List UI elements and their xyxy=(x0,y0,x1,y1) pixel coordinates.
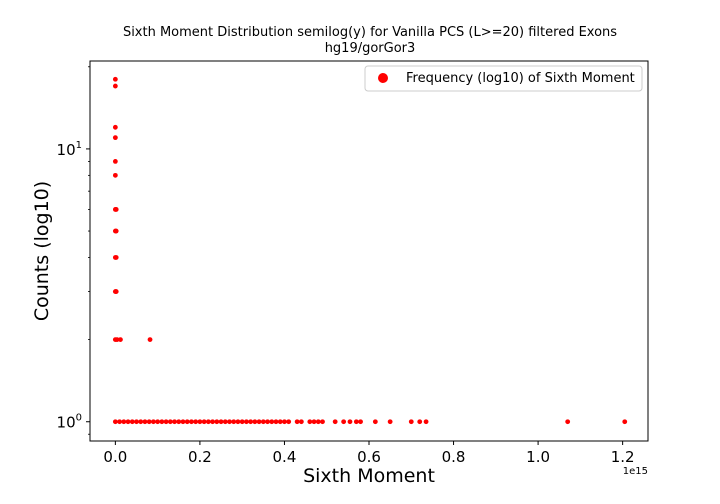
data-point xyxy=(112,83,118,89)
x-tick-label: 0.0 xyxy=(103,448,127,466)
x-tick-label: 1.2 xyxy=(611,448,635,466)
data-point xyxy=(423,419,429,425)
data-point xyxy=(121,419,127,425)
plot-frame xyxy=(89,60,649,442)
data-point xyxy=(372,419,378,425)
data-point xyxy=(189,419,194,425)
chart-subtitle: hg19/gorGor3 xyxy=(324,41,416,56)
data-point xyxy=(113,207,119,212)
data-point xyxy=(113,228,119,234)
data-point xyxy=(159,419,165,425)
legend-marker xyxy=(378,73,388,83)
data-point xyxy=(408,419,414,425)
data-point xyxy=(197,419,203,425)
data-point xyxy=(244,419,249,425)
chart-title: Sixth Moment Distribution semilog(y) for… xyxy=(122,25,618,40)
legend: Frequency (log10) of Sixth Moment xyxy=(364,65,643,92)
data-point xyxy=(252,419,258,425)
data-point xyxy=(117,419,122,425)
y-tick-label: 100 xyxy=(57,413,82,432)
x-tick-label: 0.4 xyxy=(273,448,297,466)
legend-box xyxy=(364,65,643,92)
data-point xyxy=(347,419,353,425)
x-tick-label: 0.2 xyxy=(188,448,212,466)
data-point xyxy=(180,419,186,425)
data-point xyxy=(114,337,120,343)
data-point xyxy=(112,124,118,130)
data-point xyxy=(134,419,139,425)
data-point xyxy=(273,419,279,425)
data-point xyxy=(125,419,131,425)
data-point xyxy=(129,419,135,425)
data-point xyxy=(260,419,266,425)
data-point xyxy=(248,419,254,425)
data-point xyxy=(341,419,347,425)
data-point xyxy=(112,159,118,164)
data-point xyxy=(167,419,173,425)
x-tick-label: 1.0 xyxy=(526,448,550,466)
data-point xyxy=(218,419,224,425)
data-point xyxy=(112,76,118,82)
data-point xyxy=(205,419,211,425)
data-point xyxy=(387,419,393,425)
data-point xyxy=(214,419,220,425)
data-point xyxy=(332,419,338,425)
data-point xyxy=(565,419,571,425)
data-point xyxy=(265,419,270,425)
data-point xyxy=(112,419,118,425)
data-point xyxy=(184,419,190,425)
data-point xyxy=(142,419,148,425)
y-tick-label: 101 xyxy=(57,140,82,159)
data-point xyxy=(358,419,363,425)
data-point xyxy=(138,419,144,425)
y-axis-ticks: 100 101 xyxy=(57,66,90,435)
data-point xyxy=(227,419,232,425)
data-point xyxy=(172,419,177,425)
data-point xyxy=(311,419,317,425)
data-point xyxy=(163,419,169,425)
data-point xyxy=(112,135,118,141)
data-point xyxy=(320,419,325,425)
data-point xyxy=(176,419,182,425)
data-point xyxy=(235,419,241,425)
x-tick-label: 0.6 xyxy=(357,448,381,466)
data-point xyxy=(155,419,161,425)
data-point xyxy=(417,419,423,425)
data-point xyxy=(231,419,237,425)
data-points xyxy=(112,76,628,425)
legend-label: Frequency (log10) of Sixth Moment xyxy=(406,71,635,86)
data-point xyxy=(353,419,359,425)
data-point xyxy=(307,419,313,425)
data-point xyxy=(298,419,304,425)
data-point xyxy=(113,289,119,294)
data-point xyxy=(269,419,275,425)
data-point xyxy=(286,419,292,425)
data-point xyxy=(294,419,300,425)
data-point xyxy=(193,419,199,425)
x-axis-offset-label: 1e15 xyxy=(623,466,648,477)
data-point xyxy=(315,419,321,425)
data-point xyxy=(118,337,123,343)
data-point xyxy=(622,419,628,425)
data-point xyxy=(146,419,152,425)
data-point xyxy=(222,419,228,425)
x-axis-ticks: 0.0 0.2 0.4 0.6 0.8 1.0 1.2 xyxy=(103,441,635,466)
y-axis-label: Counts (log10) xyxy=(31,181,53,321)
data-point xyxy=(151,419,156,425)
data-point xyxy=(112,172,118,178)
data-point xyxy=(256,419,262,425)
data-point xyxy=(282,419,287,425)
data-point xyxy=(201,419,207,425)
data-point xyxy=(277,419,283,425)
data-point xyxy=(210,419,215,425)
data-point xyxy=(239,419,245,425)
data-point xyxy=(113,255,119,260)
x-tick-label: 0.8 xyxy=(442,448,466,466)
data-point xyxy=(147,337,153,343)
x-axis-label: Sixth Moment xyxy=(303,465,435,487)
